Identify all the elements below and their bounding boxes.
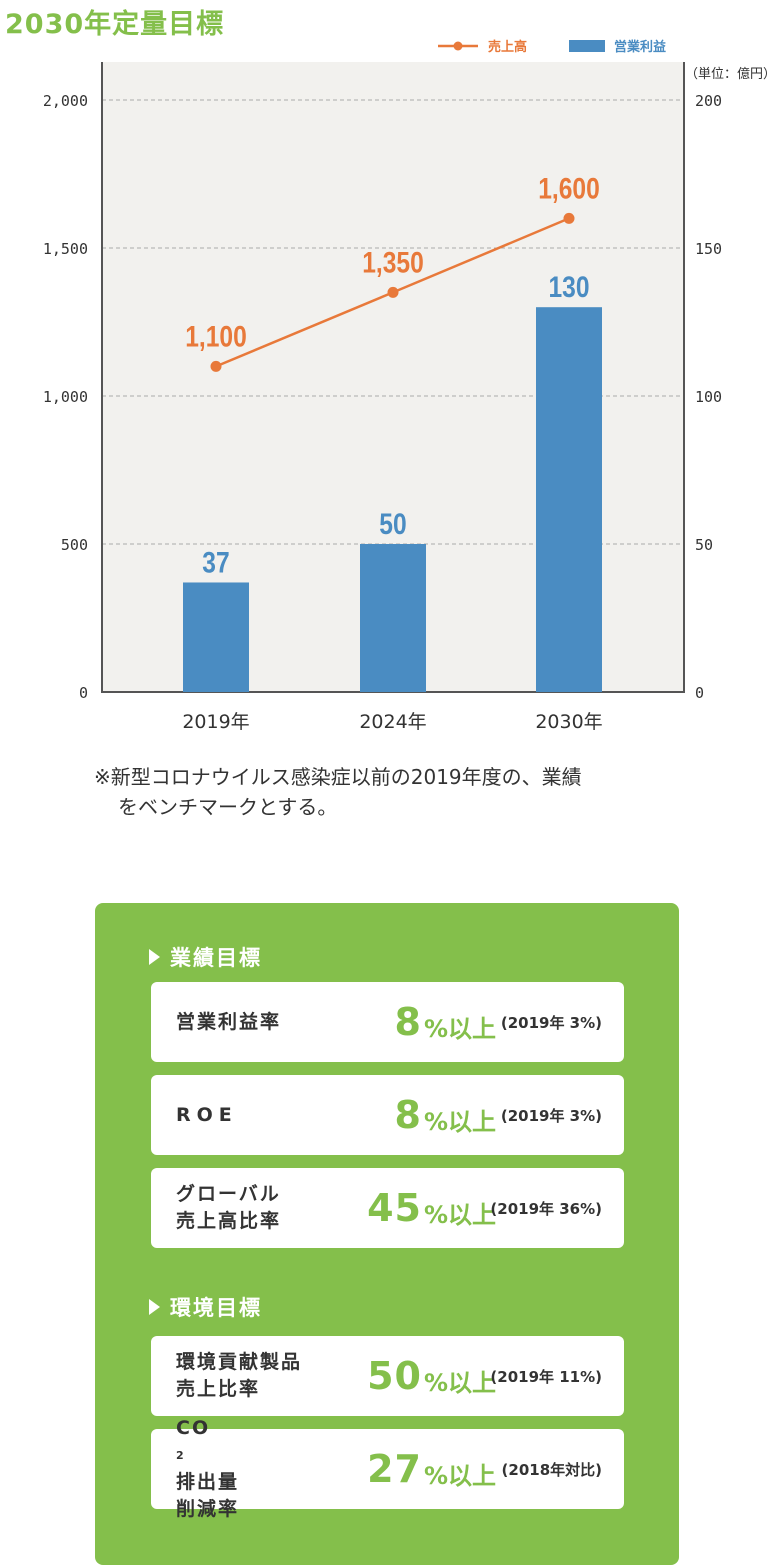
target-card-global-sales-ratio: グローバル 売上高比率 45 %以上 (2019年 36%) [151, 1168, 624, 1248]
chart: 0 0 500 50 1,000 100 1,500 150 2,000 200 （単位：億円） 20… [43, 39, 776, 733]
line-point [563, 212, 575, 224]
right-tick-label: 50 [695, 536, 713, 554]
left-tick-label: 1,500 [43, 240, 88, 258]
bar-data-label: 130 [548, 270, 589, 304]
legend-line-label: 売上高 [488, 39, 527, 55]
environment-section-title: 環境目標 [149, 1292, 262, 1322]
target-value: 8 %以上 [394, 1000, 497, 1044]
unit-label: （単位：億円） [685, 66, 776, 82]
right-tick-label: 100 [695, 388, 722, 406]
target-reference: (2019年 3%) [500, 1106, 602, 1125]
target-value: 8 %以上 [394, 1093, 497, 1137]
left-tick-label: 2,000 [43, 92, 88, 110]
line-point [210, 360, 222, 372]
line-data-label: 1,100 [185, 319, 247, 353]
left-tick-label: 1,000 [43, 388, 88, 406]
footnote-line-2: をベンチマークとする。 [118, 795, 338, 819]
target-reference: (2018年対比) [501, 1460, 602, 1479]
target-label: グローバル 売上高比率 [176, 1183, 282, 1232]
target-card-operating-margin: 営業利益率 8 %以上 (2019年 3%) [151, 982, 624, 1062]
triangle-icon [149, 949, 160, 965]
line-data-label: 1,350 [362, 245, 424, 279]
footnote-line-1: ※新型コロナウイルス感染症以前の2019年度の、業績 [94, 765, 582, 789]
target-reference: (2019年 36%) [490, 1199, 602, 1218]
legend-bar-label: 営業利益 [614, 39, 666, 55]
bar [360, 544, 426, 692]
left-tick-label: 0 [79, 684, 88, 702]
line-point [387, 286, 399, 298]
footnote: ※新型コロナウイルス感染症以前の2019年度の、業績 をベンチマークとする。 [94, 762, 694, 822]
legend-bar-swatch [569, 40, 605, 52]
target-label: 環境貢献製品 売上比率 [176, 1351, 303, 1400]
target-value: 45 %以上 [367, 1186, 496, 1230]
target-card-env-products: 環境貢献製品 売上比率 50 %以上 (2019年 11%) [151, 1336, 624, 1416]
target-reference: (2019年 3%) [500, 1013, 602, 1032]
triangle-icon [149, 1299, 160, 1315]
bar-data-label: 37 [202, 545, 229, 579]
right-tick-label: 150 [695, 240, 722, 258]
bar [183, 582, 249, 692]
target-card-co2: CO 2 排出量 削減率 27 %以上 (2018年対比) [151, 1417, 624, 1520]
bar [536, 307, 602, 692]
targets-panel: 業績目標 営業利益率 8 %以上 (2019年 3%) ROE 8 %以上 (201… [95, 903, 679, 1565]
right-tick-label: 200 [695, 92, 722, 110]
target-label: ROE [176, 1103, 238, 1126]
target-reference: (2019年 11%) [490, 1367, 602, 1386]
legend-line-marker [453, 41, 463, 51]
left-tick-label: 500 [61, 536, 88, 554]
target-label: CO 2 排出量 削減率 [176, 1417, 240, 1520]
bar-data-label: 50 [379, 507, 406, 541]
right-tick-label: 0 [695, 684, 704, 702]
performance-section-title: 業績目標 [149, 942, 262, 972]
performance-section-label: 業績目標 [170, 946, 262, 970]
target-value: 27 %以上 [367, 1447, 496, 1491]
target-label: 営業利益率 [176, 1010, 282, 1033]
x-tick-label: 2024年 [359, 711, 426, 733]
target-value: 50 %以上 [367, 1354, 496, 1398]
environment-section-label: 環境目標 [170, 1296, 262, 1320]
target-card-roe: ROE 8 %以上 (2019年 3%) [151, 1075, 624, 1155]
page-title: 2030年定量目標 [5, 9, 225, 40]
x-tick-label: 2030年 [535, 711, 602, 733]
x-tick-label: 2019年 [182, 711, 249, 733]
line-data-label: 1,600 [538, 171, 600, 205]
